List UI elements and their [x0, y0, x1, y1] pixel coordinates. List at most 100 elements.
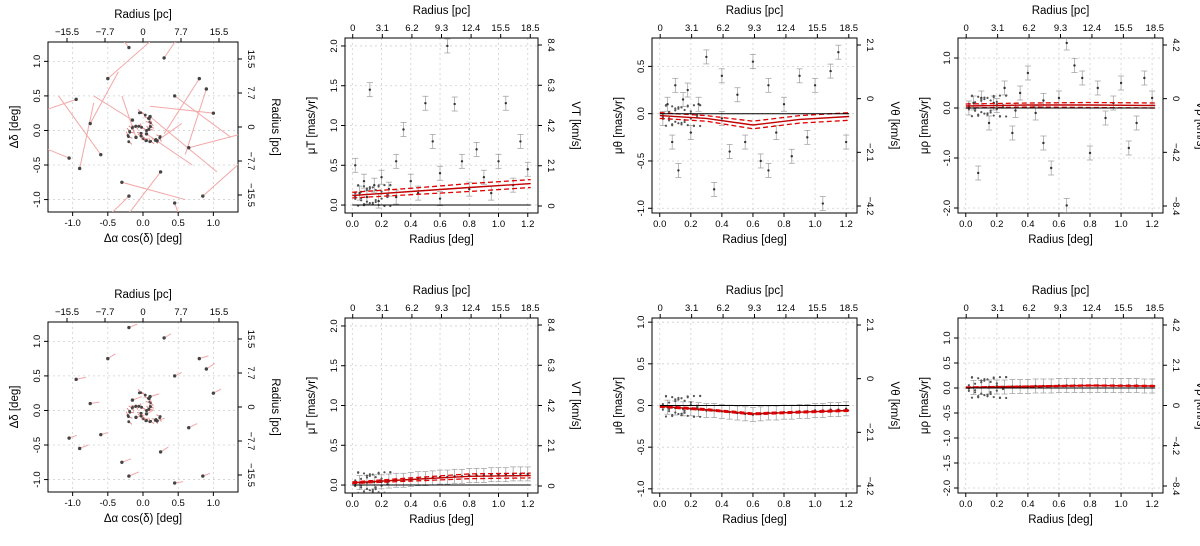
top-tick-label: 3.1 [376, 23, 389, 34]
star-point [145, 412, 148, 415]
cloud-point [986, 395, 988, 397]
y-axis-title: Δδ [deg] [9, 386, 21, 429]
y-tick-label: 1.0 [942, 51, 953, 64]
right-tick-label: 2.1 [545, 439, 556, 452]
cloud-point [674, 107, 676, 109]
x-tick-label: 0.4 [1021, 499, 1034, 510]
motion-vector [16, 99, 76, 120]
cloud-point [971, 377, 973, 379]
x-tick-label: 1.2 [521, 219, 534, 230]
x-tick-label: 0.8 [777, 499, 790, 510]
star-point [212, 391, 215, 394]
cloud-point [690, 401, 692, 403]
top-tick-label: 15.5 [210, 307, 229, 318]
top-axis-title: Radius [pc] [114, 289, 172, 301]
cloud-point [677, 398, 679, 400]
cloud-point [674, 121, 676, 123]
top-tick-label: 7.7 [174, 27, 187, 38]
right-tick-label: 0 [864, 376, 875, 381]
data-point [1104, 117, 1106, 119]
data-point [468, 188, 470, 190]
cluster-point [127, 134, 130, 137]
cloud-point [369, 475, 371, 477]
y-tick-label: -0.5 [636, 153, 647, 169]
y-tick-label: 0.0 [32, 124, 43, 137]
cloud-point [990, 391, 992, 393]
y-tick-label: 0.0 [329, 198, 340, 211]
x-tick-label: 1.0 [1114, 219, 1127, 230]
cluster-point [140, 412, 143, 415]
data-point [845, 141, 847, 143]
cloud-point [680, 106, 682, 108]
right-tick-label: 6.3 [545, 79, 556, 92]
cloud-point [674, 411, 676, 413]
data-point [822, 202, 824, 204]
star-point [127, 46, 130, 49]
x-tick-label: 0.0 [653, 499, 666, 510]
y-tick-label: 1.0 [329, 119, 340, 132]
y-tick-label: 1.0 [32, 335, 43, 348]
star-point [201, 194, 204, 197]
y-axis-title: μρ [mas/yr] [919, 377, 931, 434]
motion-vector [150, 117, 217, 172]
cloud-point [996, 103, 998, 105]
top-tick-label: 9.3 [435, 23, 448, 34]
cluster-point [149, 125, 152, 128]
data-point [728, 150, 730, 152]
cloud-point [671, 123, 673, 125]
cloud-point [684, 121, 686, 123]
y-tick-label: 0.0 [636, 399, 647, 412]
cloud-point [357, 185, 359, 187]
x-tick-label: 1.2 [840, 499, 853, 510]
right-axis-title: Vθ [km/s] [888, 382, 900, 430]
top-tick-label: 18.5 [840, 23, 859, 34]
data-point [829, 70, 831, 72]
cloud-point [375, 201, 377, 203]
data-point [1027, 72, 1029, 74]
data-point [527, 168, 529, 170]
data-point [1058, 97, 1060, 99]
cluster-point [131, 406, 134, 409]
data-point [1089, 152, 1091, 154]
cloud-point [974, 389, 976, 391]
cloud-point [699, 416, 701, 418]
x-tick-label: 1.0 [492, 219, 505, 230]
data-point [752, 60, 754, 62]
cloud-point [990, 99, 992, 101]
data-point [988, 122, 990, 124]
data-point [674, 84, 676, 86]
x-axis-title: Radius [deg] [409, 514, 474, 526]
data-point [783, 103, 785, 105]
series-line [966, 105, 1155, 106]
top-tick-label: 18.5 [1146, 23, 1165, 34]
cloud-point [366, 475, 368, 477]
data-point [1081, 77, 1083, 79]
star-point [89, 122, 92, 125]
cluster-point [127, 420, 130, 423]
data-point [721, 117, 723, 119]
right-tick-label: 15.5 [245, 50, 256, 69]
cloud-point [671, 105, 673, 107]
star-point [198, 77, 201, 80]
top-tick-label: 3.1 [991, 23, 1004, 34]
right-tick-label: 0 [545, 203, 556, 208]
data-point [671, 141, 673, 143]
right-axis-title: Radius [pc] [269, 98, 281, 156]
cloud-point [983, 98, 985, 100]
star-point [89, 402, 92, 405]
y-tick-label: 0.0 [636, 107, 647, 120]
star-point [205, 367, 208, 370]
data-point [713, 188, 715, 190]
star-point [148, 395, 151, 398]
cloud-point [684, 410, 686, 412]
cloud-point [674, 398, 676, 400]
x-tick-label: 0.8 [463, 219, 476, 230]
motion-vector [175, 96, 231, 137]
data-point [1019, 92, 1021, 94]
data-point [439, 172, 441, 174]
data-point [767, 169, 769, 171]
right-tick-label: −7.7 [245, 152, 256, 171]
motion-vector [185, 89, 206, 155]
motion-vector [59, 96, 101, 155]
